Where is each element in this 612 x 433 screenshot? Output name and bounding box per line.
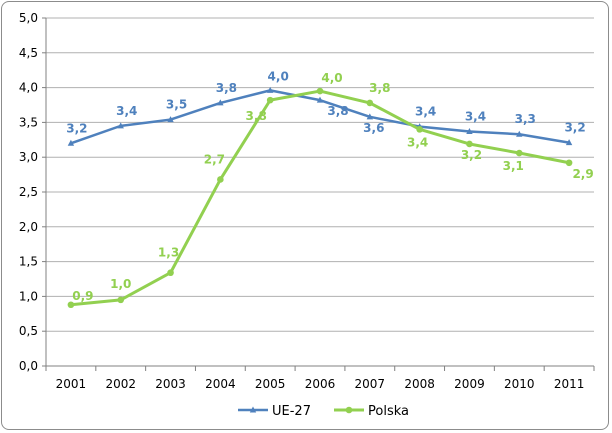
data-label: 3,8 xyxy=(216,81,237,95)
y-tick-label: 3,5 xyxy=(19,115,38,129)
data-point-marker xyxy=(416,126,423,133)
data-label: 3,8 xyxy=(369,81,390,95)
data-label: 4,0 xyxy=(268,69,289,83)
data-label: 3,5 xyxy=(166,98,187,112)
y-tick-label: 1,0 xyxy=(19,289,38,303)
x-axis-ticks: 2001 2002 2003 2004 2005 2006 2007 2008 2009 2010… xyxy=(56,377,585,391)
x-tick-label: 2005 xyxy=(255,377,286,391)
data-label: 3,2 xyxy=(66,121,87,135)
data-point-marker xyxy=(466,127,473,134)
x-tick-label: 2002 xyxy=(105,377,136,391)
series-lines xyxy=(67,86,573,309)
x-tick-label: 2009 xyxy=(454,377,485,391)
y-tick-label: 0,0 xyxy=(19,359,38,373)
x-tick-label: 2001 xyxy=(56,377,87,391)
data-point-marker xyxy=(366,113,374,120)
data-point-marker xyxy=(117,296,125,304)
legend-marker xyxy=(345,406,353,414)
y-axis-ticks: 0,0 0,5 1,0 1,5 2,0 2,5 3,0 3,5 4,0 4,5 5,0 xyxy=(19,11,38,373)
data-point-marker xyxy=(515,149,523,157)
legend-label: Polska xyxy=(368,404,409,419)
data-label: 3,4 xyxy=(415,105,436,119)
x-tick-label: 2006 xyxy=(305,377,336,391)
data-point-marker xyxy=(366,99,374,107)
y-tick-label: 5,0 xyxy=(19,11,38,25)
y-tick-label: 4,0 xyxy=(19,81,38,95)
x-tick-label: 2003 xyxy=(155,377,186,391)
y-tick-label: 1,5 xyxy=(19,255,38,269)
legend: UE-27 Polska xyxy=(238,404,409,419)
data-label: 2,9 xyxy=(572,167,593,181)
y-tick-label: 4,5 xyxy=(19,46,38,60)
data-point-marker xyxy=(67,139,75,146)
data-point-marker xyxy=(565,159,573,167)
data-label: 3,2 xyxy=(564,121,585,135)
data-point-marker xyxy=(167,269,174,277)
data-label: 4,0 xyxy=(321,71,342,85)
gridlines xyxy=(46,17,594,332)
data-label: 3,8 xyxy=(246,109,267,123)
data-label: 0,9 xyxy=(72,289,93,303)
y-tick-label: 0,5 xyxy=(19,324,38,338)
data-point-marker xyxy=(217,176,224,183)
data-label: 3,8 xyxy=(327,104,348,118)
data-label: 3,6 xyxy=(363,121,384,135)
data-point-marker xyxy=(316,96,324,103)
data-label: 3,4 xyxy=(116,104,137,118)
data-label: 2,7 xyxy=(204,152,225,166)
data-label: 3,3 xyxy=(515,112,536,126)
x-tick-label: 2004 xyxy=(205,377,236,391)
axes xyxy=(42,17,595,371)
data-point-marker xyxy=(266,96,274,104)
data-point-marker xyxy=(316,87,324,95)
legend-marker xyxy=(249,406,257,413)
data-label: 3,4 xyxy=(465,109,486,123)
y-tick-label: 3,0 xyxy=(19,150,38,164)
data-point-marker xyxy=(217,99,224,106)
data-label: 1,3 xyxy=(158,246,179,260)
x-tick-label: 2008 xyxy=(404,377,435,391)
data-point-marker xyxy=(565,139,573,146)
data-label: 3,2 xyxy=(461,148,482,162)
data-point-marker xyxy=(117,122,124,129)
data-point-marker xyxy=(67,301,75,309)
x-tick-label: 2011 xyxy=(554,377,585,391)
legend-label: UE-27 xyxy=(272,404,311,419)
y-tick-label: 2,0 xyxy=(19,220,38,234)
y-tick-label: 2,5 xyxy=(19,185,38,199)
x-tick-label: 2007 xyxy=(355,377,386,391)
data-label: 3,4 xyxy=(407,135,428,149)
x-tick-label: 2010 xyxy=(504,377,535,391)
data-labels: 3,2 3,4 3,5 3,8 4,0 3,8 3,6 3,4 3,4 3,3 3,2 0,9 1,0 1… xyxy=(66,69,593,302)
data-point-marker xyxy=(466,140,473,148)
data-point-marker xyxy=(516,130,523,137)
data-point-marker xyxy=(167,116,174,123)
data-label: 3,1 xyxy=(503,159,524,173)
data-point-marker xyxy=(266,86,274,93)
data-label: 1,0 xyxy=(110,277,131,291)
